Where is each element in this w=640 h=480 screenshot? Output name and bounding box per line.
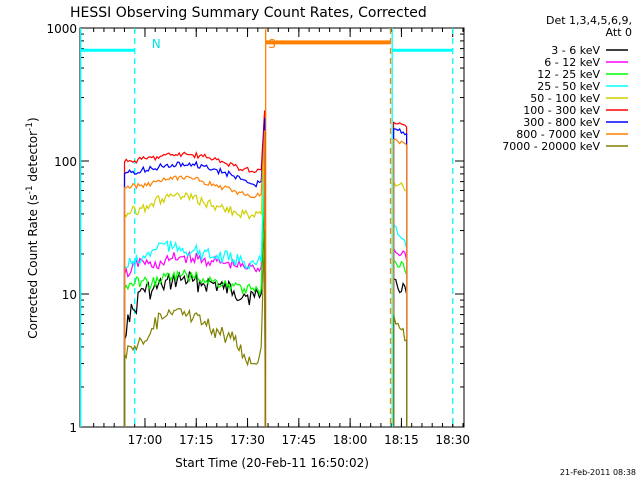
- series-line-6: [123, 110, 266, 428]
- legend-label: 100 - 300 keV: [523, 104, 600, 117]
- series-line-3: [123, 173, 266, 428]
- y-axis-ticks: 1 10 100 1000: [46, 22, 464, 435]
- series-line-5: [123, 150, 266, 428]
- annotation-label: S: [268, 37, 276, 51]
- series-line-4-late: [393, 223, 408, 427]
- legend-label: 12 - 25 keV: [537, 68, 600, 81]
- series-line-7: [123, 118, 266, 428]
- legend-label: 50 - 100 keV: [530, 92, 600, 105]
- chart-title: HESSI Observing Summary Count Rates, Cor…: [70, 5, 427, 21]
- x-tick-label: 18:00: [333, 433, 368, 447]
- status-bars: [80, 40, 453, 52]
- y-tick-label: 10: [62, 288, 77, 302]
- series-line-7-late: [393, 127, 408, 427]
- series-line-1-late: [393, 277, 408, 427]
- series-line-9-late: [393, 314, 408, 427]
- series-line-8: [123, 130, 266, 428]
- interval-lines: [80, 28, 454, 427]
- plot-frame: [79, 27, 465, 428]
- legend-header-1: Det 1,3,4,5,6,9,: [546, 14, 632, 27]
- x-tick-label: 17:45: [282, 433, 317, 447]
- series-line-9: [123, 230, 266, 428]
- legend-label: 6 - 12 keV: [544, 56, 600, 69]
- legend-label: 800 - 7000 keV: [516, 128, 600, 141]
- y-label-post: ): [26, 117, 40, 122]
- series-line-2: [123, 167, 266, 428]
- y-label-sup1: -1: [25, 185, 35, 194]
- y-tick-label: 1: [69, 421, 77, 435]
- x-axis-label: Start Time (20-Feb-11 16:50:02): [175, 456, 369, 470]
- x-tick-label: 17:15: [179, 433, 214, 447]
- series-line-5-late: [393, 181, 408, 427]
- footer-date: 21-Feb-2011 08:38: [560, 468, 636, 477]
- x-tick-label: 17:00: [128, 433, 163, 447]
- series-lines: [123, 110, 408, 428]
- y-label-sup2: -1: [25, 122, 35, 131]
- series-line-8-late: [393, 138, 408, 427]
- annotation-label: N: [152, 37, 161, 51]
- y-label-mid: detector: [26, 131, 40, 186]
- series-line-1: [123, 181, 266, 428]
- legend-label: 7000 - 20000 keV: [502, 140, 600, 153]
- legend-label: 300 - 800 keV: [523, 116, 600, 129]
- legend-label: 25 - 50 keV: [537, 80, 600, 93]
- series-line-2-late: [393, 248, 408, 427]
- legend-label: 3 - 6 keV: [551, 44, 600, 57]
- x-tick-label: 18:15: [384, 433, 419, 447]
- x-axis-ticks: 17:00 17:15 17:30 17:45 18:00 18:15 18:30: [93, 28, 470, 447]
- y-tick-label: 100: [54, 155, 77, 169]
- y-axis-label: Corrected Count Rate (s-1 detector-1): [25, 117, 40, 338]
- y-tick-label: 1000: [46, 22, 77, 36]
- series-line-4: [123, 160, 266, 428]
- series-line-3-late: [393, 258, 408, 427]
- x-tick-label: 18:30: [435, 433, 470, 447]
- legend-header-2: Att 0: [606, 26, 632, 39]
- series-line-6-late: [393, 121, 408, 427]
- y-label-pre: Corrected Count Rate (s: [26, 194, 40, 338]
- x-tick-label: 17:30: [230, 433, 265, 447]
